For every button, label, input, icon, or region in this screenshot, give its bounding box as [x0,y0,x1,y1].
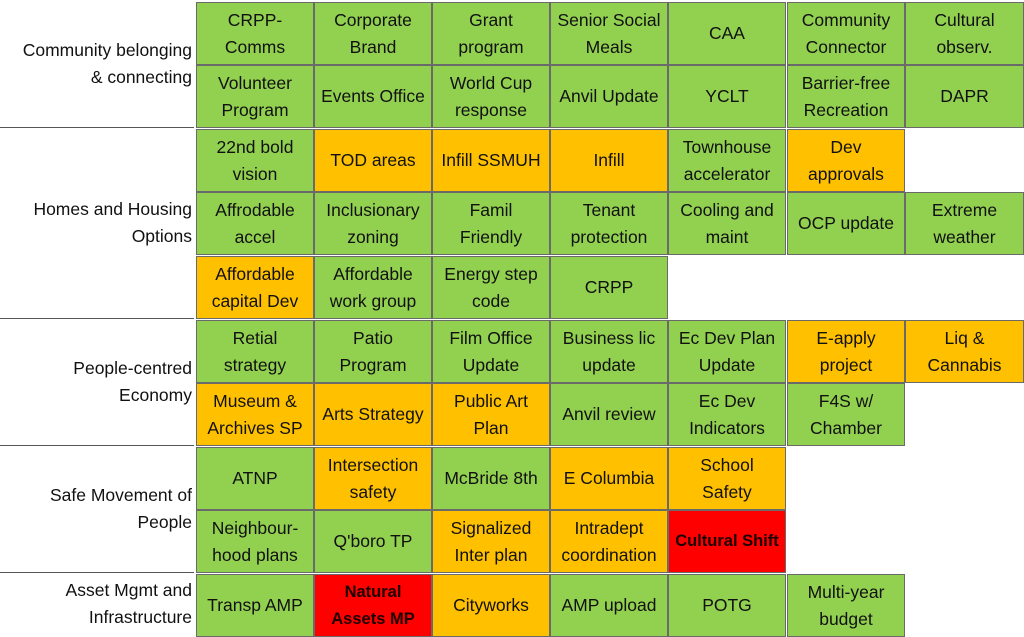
initiative-cell: Retial strategy [196,320,314,383]
initiative-cell: DAPR [905,65,1024,128]
initiative-cell: Famil Friendly [432,192,550,255]
initiative-cell: OCP update [787,192,905,255]
initiative-cell: Dev approvals [787,129,905,192]
initiative-cell: Grant program [432,2,550,65]
category-label: Asset Mgmt and Infrastructure [65,580,192,627]
initiative-cell: ATNP [196,447,314,510]
initiative-cell: Townhouse accelerator [668,129,786,192]
initiative-cell: Liq & Cannabis [905,320,1024,383]
initiative-cell: CAA [668,2,786,65]
initiative-cell: Anvil Update [550,65,668,128]
initiative-cell: Patio Program [314,320,432,383]
initiative-cell: Cityworks [432,574,550,637]
initiative-cell: Tenant protection [550,192,668,255]
initiative-cell: Affordable work group [314,256,432,319]
initiative-cell: McBride 8th [432,447,550,510]
initiative-cell: Events Office [314,65,432,128]
initiative-cell: Intradept coordination [550,510,668,573]
initiative-cell: Business lic update [550,320,668,383]
category-label: Safe Movement of People [0,446,194,573]
initiative-cell: World Cup response [432,65,550,128]
initiative-cell: Signalized Inter plan [432,510,550,573]
initiative-cell: Anvil review [550,383,668,446]
initiative-cell: AMP upload [550,574,668,637]
initiative-cell: Public Art Plan [432,383,550,446]
category-label: Homes and Housing Options [0,128,194,319]
initiative-cell: Natural Assets MP [314,574,432,637]
initiative-cell: Senior Social Meals [550,2,668,65]
initiative-cell: Museum & Archives SP [196,383,314,446]
initiative-cell: Ec Dev Indicators [668,383,786,446]
initiative-cell: TOD areas [314,129,432,192]
initiative-cell: Community Connector [787,2,905,65]
initiative-cell: Corporate Brand [314,2,432,65]
initiative-cell: Affordable capital Dev [196,256,314,319]
initiative-cell: Film Office Update [432,320,550,383]
initiative-cell: POTG [668,574,786,637]
initiative-cell: Arts Strategy [314,383,432,446]
initiative-cell: Cultural Shift [668,510,786,573]
initiative-cell: Q'boro TP [314,510,432,573]
category-label: People-centred Economy [0,319,194,446]
initiative-cell: Affrodable accel [196,192,314,255]
initiative-cell: F4S w/ Chamber [787,383,905,446]
initiative-cell: Cultural observ. [905,2,1024,65]
initiative-cell: Inclusionary zoning [314,192,432,255]
initiative-cell: Barrier-free Recreation [787,65,905,128]
category-label: Community belonging & connecting [0,0,194,128]
initiative-cell: Extreme weather [905,192,1024,255]
initiative-cell: Energy step code [432,256,550,319]
initiative-cell: Infill [550,129,668,192]
initiative-cell: Intersection safety [314,447,432,510]
initiative-cell: Infill SSMUH [432,129,550,192]
initiative-cell: Multi-year budget [787,574,905,637]
initiative-cell: YCLT [668,65,786,128]
initiative-cell: 22nd bold vision [196,129,314,192]
initiative-cell: E-apply project [787,320,905,383]
initiative-cell: Volunteer Program [196,65,314,128]
initiative-cell: E Columbia [550,447,668,510]
initiative-cell: Neighbour- hood plans [196,510,314,573]
initiative-cell: Cooling and maint [668,192,786,255]
initiative-cell: CRPP- Comms [196,2,314,65]
initiative-cell: Transp AMP [196,574,314,637]
initiative-cell: CRPP [550,256,668,319]
initiative-cell: Ec Dev Plan Update [668,320,786,383]
initiative-cell: School Safety [668,447,786,510]
